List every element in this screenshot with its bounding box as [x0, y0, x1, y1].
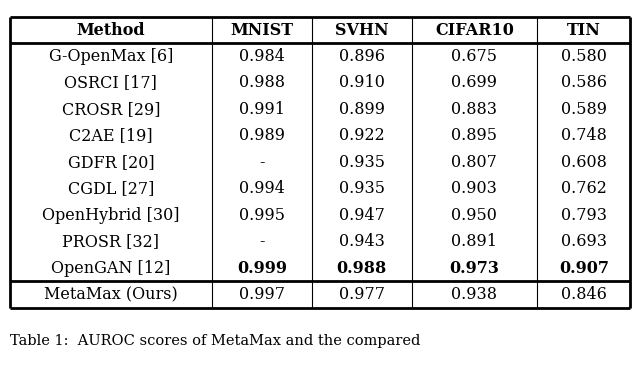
- Text: 0.580: 0.580: [561, 48, 607, 65]
- Text: 0.988: 0.988: [337, 260, 387, 276]
- Text: SVHN: SVHN: [335, 22, 388, 38]
- Text: 0.675: 0.675: [451, 48, 497, 65]
- Text: 0.999: 0.999: [237, 260, 287, 276]
- Text: 0.883: 0.883: [451, 101, 497, 118]
- Text: 0.995: 0.995: [239, 207, 285, 224]
- Text: OpenGAN [12]: OpenGAN [12]: [51, 260, 171, 276]
- Text: 0.586: 0.586: [561, 74, 607, 91]
- Text: 0.988: 0.988: [239, 74, 285, 91]
- Text: 0.989: 0.989: [239, 127, 285, 144]
- Text: OpenHybrid [30]: OpenHybrid [30]: [42, 207, 180, 224]
- Text: 0.891: 0.891: [451, 233, 497, 250]
- Text: C2AE [19]: C2AE [19]: [69, 127, 153, 144]
- Text: Method: Method: [77, 22, 145, 38]
- Text: 0.991: 0.991: [239, 101, 285, 118]
- Text: 0.922: 0.922: [339, 127, 385, 144]
- Text: -: -: [259, 233, 265, 250]
- Text: 0.589: 0.589: [561, 101, 607, 118]
- Text: Table 1:  AUROC scores of MetaMax and the compared: Table 1: AUROC scores of MetaMax and the…: [10, 334, 420, 348]
- Text: CROSR [29]: CROSR [29]: [61, 101, 160, 118]
- Text: 0.846: 0.846: [561, 286, 607, 303]
- Text: 0.994: 0.994: [239, 180, 285, 197]
- Text: GDFR [20]: GDFR [20]: [68, 154, 154, 171]
- Text: 0.699: 0.699: [451, 74, 497, 91]
- Text: 0.943: 0.943: [339, 233, 385, 250]
- Text: MNIST: MNIST: [230, 22, 294, 38]
- Text: 0.984: 0.984: [239, 48, 285, 65]
- Text: 0.807: 0.807: [451, 154, 497, 171]
- Text: 0.935: 0.935: [339, 154, 385, 171]
- Text: 0.973: 0.973: [449, 260, 499, 276]
- Text: 0.762: 0.762: [561, 180, 607, 197]
- Text: 0.748: 0.748: [561, 127, 607, 144]
- Text: MetaMax (Ours): MetaMax (Ours): [44, 286, 178, 303]
- Text: 0.950: 0.950: [451, 207, 497, 224]
- Text: OSRCI [17]: OSRCI [17]: [65, 74, 157, 91]
- Text: 0.977: 0.977: [339, 286, 385, 303]
- Text: 0.907: 0.907: [559, 260, 609, 276]
- Text: 0.938: 0.938: [451, 286, 497, 303]
- Text: CGDL [27]: CGDL [27]: [68, 180, 154, 197]
- Text: 0.693: 0.693: [561, 233, 607, 250]
- Text: 0.895: 0.895: [451, 127, 497, 144]
- Text: -: -: [259, 154, 265, 171]
- Text: PROSR [32]: PROSR [32]: [63, 233, 159, 250]
- Text: 0.793: 0.793: [561, 207, 607, 224]
- Text: 0.997: 0.997: [239, 286, 285, 303]
- Text: 0.935: 0.935: [339, 180, 385, 197]
- Text: CIFAR10: CIFAR10: [435, 22, 514, 38]
- Text: 0.608: 0.608: [561, 154, 607, 171]
- Text: 0.903: 0.903: [451, 180, 497, 197]
- Text: 0.947: 0.947: [339, 207, 385, 224]
- Text: 0.896: 0.896: [339, 48, 385, 65]
- Text: TIN: TIN: [567, 22, 601, 38]
- Text: G-OpenMax [6]: G-OpenMax [6]: [49, 48, 173, 65]
- Text: 0.899: 0.899: [339, 101, 385, 118]
- Text: 0.910: 0.910: [339, 74, 385, 91]
